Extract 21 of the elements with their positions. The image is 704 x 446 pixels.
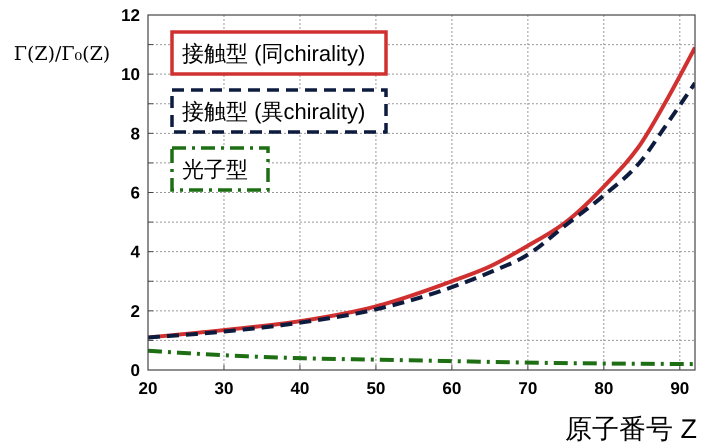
text: 光子型 xyxy=(182,157,248,182)
y-tick-label: 0 xyxy=(130,361,140,380)
x-axis-title: 原子番号 Z xyxy=(565,414,697,444)
x-tick-label: 20 xyxy=(138,379,158,398)
y-tick-label: 8 xyxy=(130,124,140,144)
y-tick-label: 12 xyxy=(121,6,140,25)
x-tick-label: 90 xyxy=(670,379,690,398)
x-tick-label: 30 xyxy=(214,379,234,398)
x-tick-label: 60 xyxy=(442,379,462,398)
y-tick-label: 6 xyxy=(130,184,140,202)
x-tick-label: 40 xyxy=(290,379,310,398)
line-series xyxy=(148,348,695,366)
x-tick-label: 80 xyxy=(594,379,614,398)
y-tick-label: 10 xyxy=(121,65,140,84)
y-tick-label: 4 xyxy=(130,242,141,262)
y-tick-label: 2 xyxy=(130,302,140,321)
x-tick-label: 70 xyxy=(518,379,538,398)
y-axis-title: Γ(Z)/Γ₀(Z) xyxy=(14,43,110,65)
x-tick-label: 50 xyxy=(366,379,386,398)
text: 接触型 (同chirality) xyxy=(182,41,366,66)
text: 接触型 (異chirality) xyxy=(182,99,366,124)
